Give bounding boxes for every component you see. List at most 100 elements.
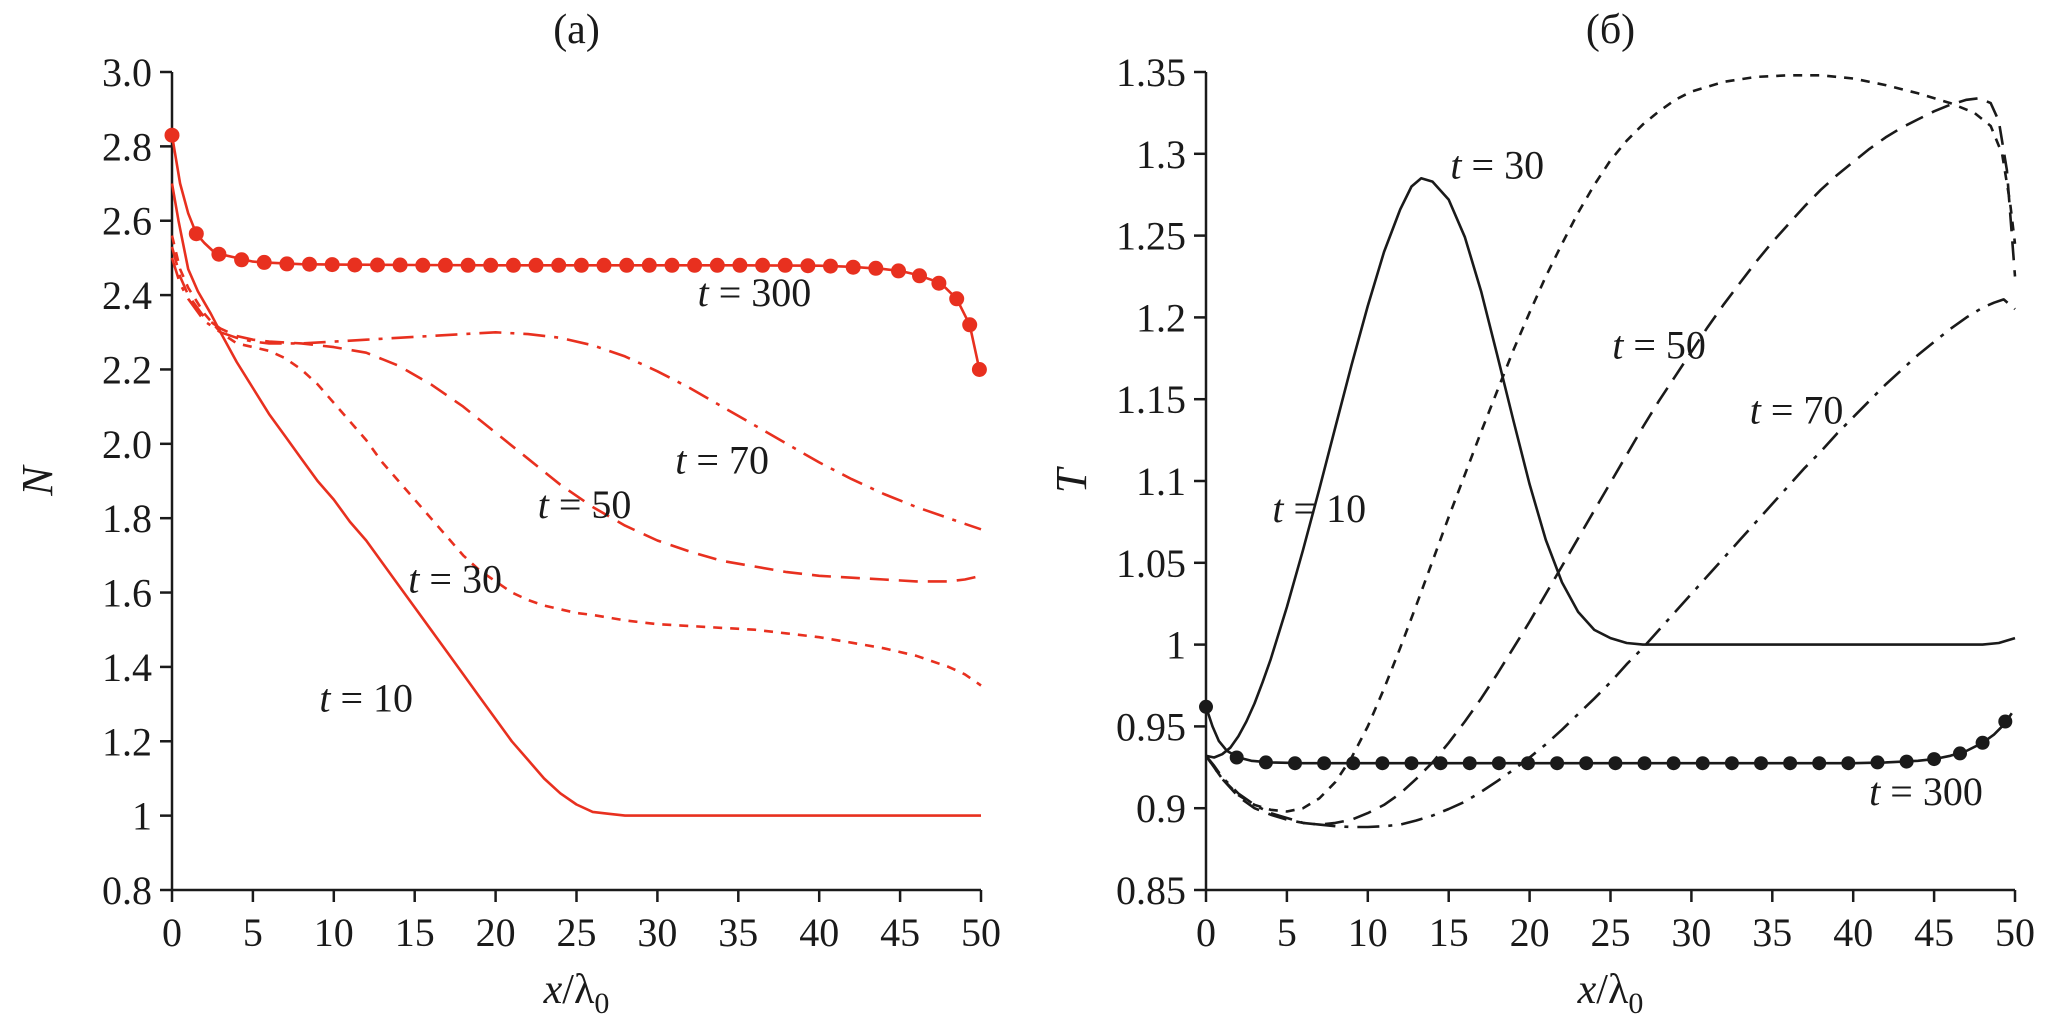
annotations: t = 300 t = 70 t = 50 t = 30 t = 10	[319, 270, 811, 720]
marker-dot	[755, 257, 771, 273]
series-line-t10	[1205, 177, 2016, 759]
curve-label: t = 70	[675, 438, 769, 483]
marker-dot	[777, 257, 793, 273]
series-t50	[170, 246, 982, 583]
marker-dot	[460, 257, 476, 273]
marker-dot	[868, 260, 884, 276]
x-tick-label: 20	[476, 910, 516, 955]
marker-dot	[1975, 735, 1990, 750]
curve-label: t = 30	[1450, 142, 1544, 187]
y-tick-label: 1.1	[1136, 459, 1186, 504]
curve-label: t = 70	[1750, 388, 1844, 433]
marker-dot	[302, 256, 317, 272]
y-ticks: 3.0 2.8 2.6 2.4 2.2 2.0 1.8 1.6 1.4 1.2 1 0.8	[102, 50, 172, 913]
marker-dot	[1927, 752, 1942, 767]
marker-dot	[1346, 756, 1361, 771]
y-tick-label: 1.2	[1136, 295, 1186, 340]
curve-label: t = 30	[408, 557, 502, 602]
panel-b: 0 5 10 15 20 25 30 35 40 45 50 1.35 1.3 1.25 1.2 1.15 1.…	[1034, 0, 2067, 1023]
marker-dot	[1199, 699, 1213, 714]
x-tick-label: 10	[314, 910, 354, 955]
series-markers-t300	[1199, 699, 2013, 771]
series-line-t10	[170, 183, 981, 817]
x-tick-label: 5	[1277, 910, 1297, 955]
marker-dot	[1637, 756, 1652, 771]
marker-dot	[1462, 756, 1477, 771]
series-line-t30	[170, 235, 982, 687]
marker-dot	[256, 254, 272, 270]
y-axis-label: N	[13, 464, 62, 497]
y-tick-label: 2.4	[102, 273, 152, 318]
x-tick-label: 10	[1348, 910, 1388, 955]
marker-dot	[1491, 756, 1506, 771]
x-tick-label: 50	[961, 910, 1001, 955]
marker-dot	[437, 257, 453, 273]
marker-dot	[347, 257, 363, 273]
marker-dot	[1841, 756, 1856, 771]
series-t70	[1204, 298, 2016, 829]
x-ticks: 0 5 10 15 20 25 30 35 40 45 50	[162, 890, 1001, 955]
x-tick-label: 30	[1671, 910, 1711, 955]
panel-b-title: (б)	[1585, 7, 1636, 53]
x-tick-label: 15	[1429, 910, 1469, 955]
y-tick-label: 1.15	[1116, 377, 1186, 422]
series-line-t50	[1204, 96, 2017, 826]
marker-dot	[1521, 756, 1535, 771]
x-tick-label: 50	[1995, 910, 2035, 955]
marker-dot	[971, 362, 987, 377]
y-tick-label: 2.2	[102, 347, 152, 392]
marker-dot	[392, 257, 408, 273]
marker-dot	[664, 257, 680, 273]
marker-dot	[1754, 756, 1768, 771]
marker-dot	[687, 257, 703, 273]
marker-dot	[1783, 756, 1798, 771]
marker-dot	[551, 257, 567, 273]
y-tick-label: 0.9	[1136, 786, 1186, 831]
series-t300	[1199, 699, 2013, 771]
marker-dot	[949, 291, 965, 307]
x-tick-label: 15	[395, 910, 435, 955]
marker-dot	[1608, 756, 1623, 771]
y-tick-label: 1.6	[102, 571, 152, 616]
x-tick-label: 25	[1591, 910, 1631, 955]
y-tick-label: 1	[132, 794, 152, 839]
y-tick-label: 1.8	[102, 496, 152, 541]
marker-dot	[800, 258, 816, 274]
curve-label: t = 50	[1612, 322, 1706, 367]
y-tick-label: 0.95	[1116, 704, 1186, 749]
x-axis-label: x/λ0	[1577, 967, 1644, 1020]
x-tick-label: 35	[718, 910, 758, 955]
marker-dot	[1433, 756, 1448, 771]
y-tick-label: 2.6	[102, 199, 152, 244]
series-t30	[1204, 74, 2017, 813]
x-tick-label: 0	[162, 910, 182, 955]
marker-dot	[211, 246, 227, 262]
x-tick-label: 25	[557, 910, 597, 955]
marker-dot	[234, 252, 250, 268]
x-tick-label: 0	[1196, 910, 1216, 955]
marker-dot	[483, 257, 499, 273]
marker-dot	[619, 257, 635, 273]
chart-panel-a: 0 5 10 15 20 25 30 35 40 45 50 3.0 2.8 2.6 2.4 2.2 2.0 1.…	[13, 50, 1001, 1020]
series-line-t70	[170, 257, 982, 531]
marker-dot	[1953, 746, 1967, 761]
marker-dot	[1666, 756, 1681, 771]
series-line-t300	[170, 134, 981, 370]
marker-dot	[931, 275, 947, 291]
marker-dot	[912, 268, 927, 284]
curve-label: t = 300	[1869, 769, 1983, 814]
y-tick-label: 3.0	[102, 50, 152, 95]
marker-dot	[1695, 756, 1710, 771]
marker-dot	[1870, 755, 1885, 770]
marker-dot	[573, 257, 589, 273]
marker-dot	[1375, 756, 1390, 771]
marker-dot	[1317, 756, 1332, 771]
series-markers-t300	[164, 127, 987, 377]
y-tick-label: 1.25	[1116, 214, 1186, 259]
y-tick-label: 0.85	[1116, 868, 1186, 913]
marker-dot	[188, 226, 204, 242]
marker-dot	[1550, 756, 1565, 771]
marker-dot	[1288, 756, 1302, 771]
series-t10	[170, 183, 981, 817]
